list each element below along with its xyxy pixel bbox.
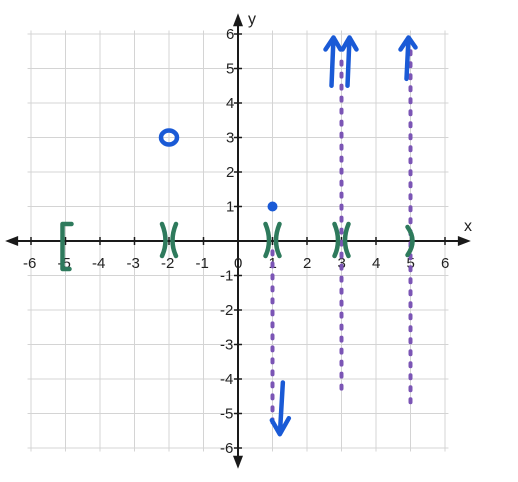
y-tick-label: -1 — [220, 268, 233, 285]
x-axis-arrow-left — [5, 236, 19, 246]
arrow-down — [269, 380, 292, 437]
closed-point — [267, 201, 278, 212]
y-tick-label: 6 — [226, 26, 234, 43]
x-axis-arrow-right — [457, 236, 471, 246]
plotted-points — [158, 128, 278, 212]
x-tick-label: 6 — [441, 255, 449, 272]
x-tick-label: 5 — [407, 255, 415, 272]
y-tick-label: -2 — [220, 302, 233, 319]
y-tick-label: 5 — [226, 61, 234, 78]
y-tick-label: -6 — [220, 440, 233, 457]
arrows — [269, 35, 418, 437]
x-axis-mark-hole — [332, 221, 351, 259]
x-tick-label: -4 — [92, 255, 105, 272]
y-axis-arrow-up — [233, 13, 243, 27]
x-tick-label: 2 — [303, 255, 311, 272]
y-tick-label: -4 — [220, 371, 233, 388]
x-tick-label: 4 — [372, 255, 380, 272]
y-axis-label: y — [248, 11, 256, 28]
x-tick-label: -2 — [161, 255, 174, 272]
dashed-lines — [270, 49, 413, 430]
x-tick-label: -1 — [196, 255, 209, 272]
x-tick-label: 3 — [338, 255, 346, 272]
y-tick-label: 3 — [226, 130, 234, 147]
x-axis-label: x — [464, 218, 472, 235]
y-tick-label: -5 — [220, 406, 233, 423]
x-axis-mark-bracket-left — [60, 221, 74, 272]
y-axis-arrow-down — [233, 455, 243, 469]
x-axis-mark-hole — [263, 221, 282, 259]
y-tick-label: 1 — [226, 199, 234, 216]
axes — [5, 13, 471, 469]
y-tick-label: -3 — [220, 337, 233, 354]
arrow-up-double — [323, 35, 359, 88]
x-tick-label: -3 — [127, 255, 140, 272]
x-axis-mark-paren-right — [405, 224, 415, 258]
open-point — [158, 128, 180, 147]
y-tick-label: 4 — [226, 95, 234, 112]
y-tick-label: 2 — [226, 164, 234, 181]
arrow-up — [398, 35, 418, 82]
x-axis-marks — [60, 221, 415, 272]
x-axis-mark-hole — [159, 221, 179, 259]
x-tick-label: 0 — [234, 255, 242, 272]
x-tick-label: -6 — [23, 255, 36, 272]
